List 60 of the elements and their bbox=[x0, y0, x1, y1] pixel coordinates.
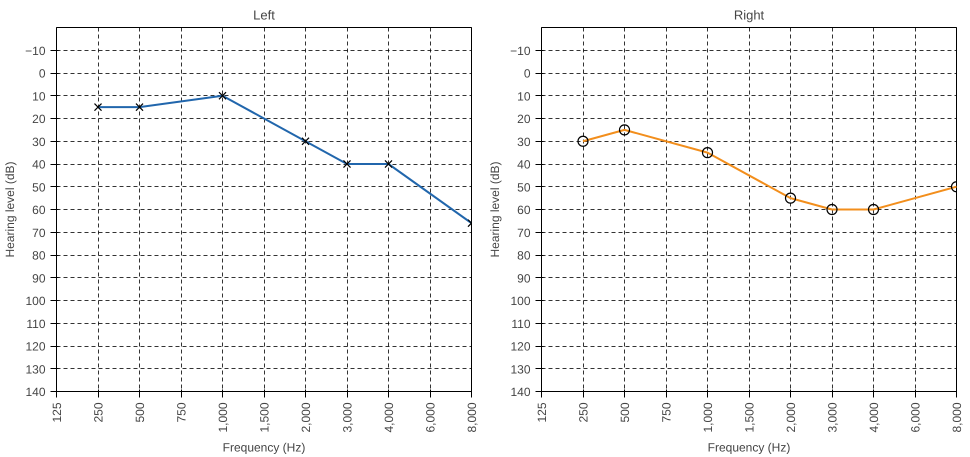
y-tick-label: 130 bbox=[25, 362, 46, 376]
y-tick-label: 70 bbox=[517, 226, 531, 240]
y-axis-title: Hearing level (dB) bbox=[3, 161, 18, 258]
y-tick-label: 110 bbox=[26, 316, 46, 331]
y-tick-label: 30 bbox=[32, 134, 46, 149]
y-tick-label: −10 bbox=[25, 44, 46, 58]
y-tick-label: 0 bbox=[524, 66, 531, 80]
y-tick-label: 80 bbox=[32, 248, 46, 262]
y-tick-label: 100 bbox=[25, 294, 46, 308]
x-tick-label: 1,000 bbox=[701, 402, 715, 433]
x-tick-label: 4,000 bbox=[867, 402, 881, 433]
x-tick-label: 750 bbox=[660, 402, 674, 423]
y-tick-label: 10 bbox=[517, 89, 531, 104]
x-tick-label: 250 bbox=[92, 402, 106, 423]
x-axis-title: Frequency (Hz) bbox=[708, 440, 790, 455]
y-tick-label: 20 bbox=[32, 112, 46, 126]
y-tick-label: 70 bbox=[32, 226, 46, 240]
y-tick-label: 100 bbox=[510, 294, 531, 308]
y-tick-label: 30 bbox=[517, 134, 531, 149]
x-tick-label: 750 bbox=[174, 402, 188, 423]
y-tick-label: 50 bbox=[32, 180, 46, 194]
y-tick-label: 130 bbox=[510, 362, 531, 376]
x-axis-title: Frequency (Hz) bbox=[222, 440, 306, 455]
y-tick-label: 60 bbox=[517, 203, 531, 217]
x-tick-label: 2,000 bbox=[299, 402, 313, 433]
x-tick-label: 500 bbox=[133, 402, 147, 423]
x-tick-label: 500 bbox=[618, 402, 632, 423]
y-tick-label: 110 bbox=[511, 316, 531, 331]
x-tick-label: 1,500 bbox=[742, 402, 756, 433]
y-axis-title: Hearing level (dB) bbox=[488, 161, 502, 258]
y-tick-label: 80 bbox=[517, 248, 531, 262]
x-tick-label: 125 bbox=[50, 402, 64, 423]
y-tick-label: 60 bbox=[32, 203, 46, 217]
x-tick-label: 2,000 bbox=[784, 402, 798, 433]
x-tick-label: 8,000 bbox=[465, 402, 479, 433]
y-tick-label: 40 bbox=[32, 158, 46, 172]
x-tick-label: 8,000 bbox=[950, 402, 964, 433]
y-tick-label: −10 bbox=[510, 44, 531, 58]
y-tick-label: 120 bbox=[510, 340, 531, 354]
x-tick-label: 6,000 bbox=[424, 402, 438, 433]
chart-title: Left bbox=[253, 8, 276, 22]
x-tick-label: 1,500 bbox=[258, 402, 272, 433]
y-tick-label: 140 bbox=[510, 385, 531, 399]
y-tick-label: 10 bbox=[32, 89, 46, 104]
y-tick-label: 0 bbox=[38, 66, 46, 80]
y-tick-label: 90 bbox=[517, 271, 531, 286]
y-tick-label: 140 bbox=[25, 385, 46, 399]
y-tick-label: 20 bbox=[517, 112, 531, 126]
x-tick-label: 250 bbox=[576, 402, 590, 423]
x-tick-label: 3,000 bbox=[340, 402, 354, 433]
x-tick-label: 3,000 bbox=[826, 402, 840, 433]
y-tick-label: 90 bbox=[32, 271, 46, 286]
y-tick-label: 50 bbox=[517, 180, 531, 194]
x-tick-label: 1,000 bbox=[216, 402, 230, 433]
x-tick-label: 125 bbox=[535, 402, 549, 423]
y-tick-label: 40 bbox=[517, 158, 531, 172]
x-tick-label: 4,000 bbox=[382, 402, 396, 433]
x-tick-label: 6,000 bbox=[908, 402, 922, 433]
y-tick-label: 120 bbox=[25, 340, 46, 354]
chart-title: Right bbox=[734, 8, 765, 22]
